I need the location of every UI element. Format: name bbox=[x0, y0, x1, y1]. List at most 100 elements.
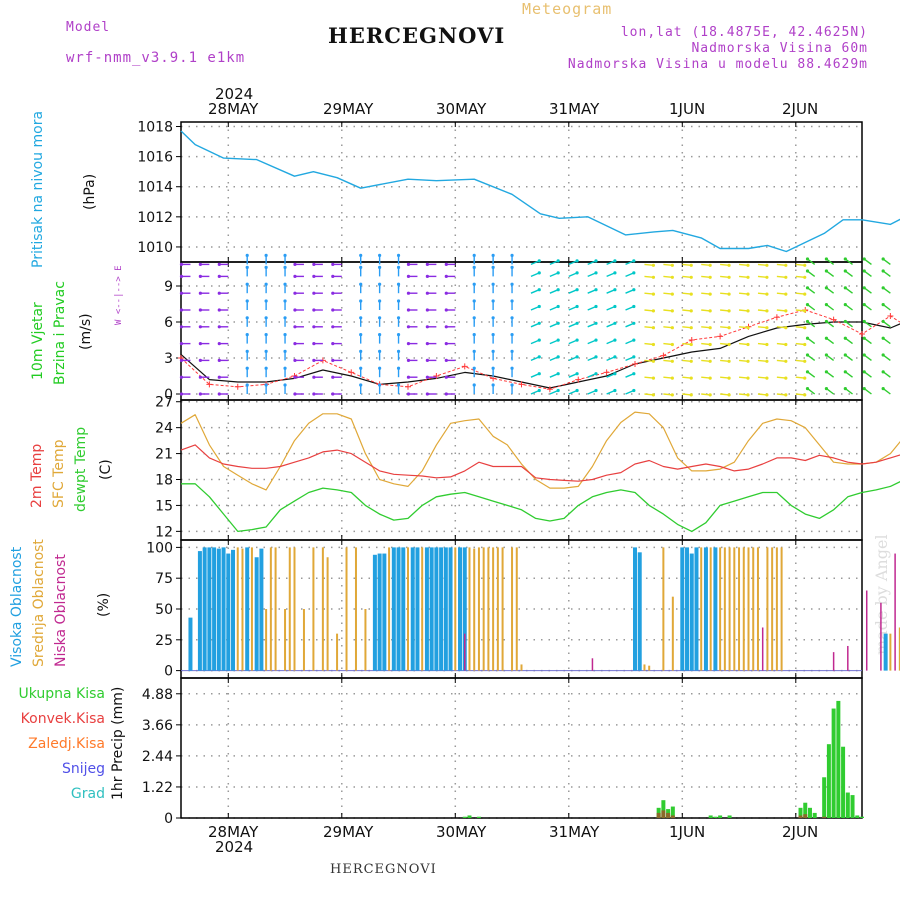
wind-arrow-head bbox=[805, 353, 810, 357]
y-tick-label: 25 bbox=[155, 633, 173, 649]
wind-arrow-head bbox=[217, 291, 221, 295]
precip-bar-0 bbox=[836, 700, 841, 818]
wind-arrow-head bbox=[378, 299, 382, 303]
cloud-bar-2 bbox=[894, 553, 896, 671]
wind-arrow-head bbox=[396, 282, 401, 286]
wind-arrow-head bbox=[491, 282, 495, 286]
wind-arrow-head bbox=[312, 291, 316, 295]
wind-arrow-head bbox=[881, 370, 885, 374]
cloud-bar-1 bbox=[742, 547, 745, 671]
wind-arrow-head bbox=[293, 325, 297, 329]
precip-bar-0 bbox=[845, 792, 850, 818]
precip-bar-1 bbox=[656, 812, 661, 818]
wind-arrow-head bbox=[843, 269, 847, 273]
precip-bar-0 bbox=[656, 807, 661, 818]
precip-bar-1 bbox=[670, 815, 675, 818]
cloud-bar-2 bbox=[880, 602, 882, 671]
wind-arrow-head bbox=[575, 288, 579, 292]
wind-arrow-head bbox=[843, 370, 847, 374]
wind-arrow-head bbox=[556, 288, 560, 292]
elevation-label: Nadmorska Visina 60m bbox=[691, 41, 868, 56]
wind-arrow-head bbox=[245, 299, 249, 303]
wind-arrow-head bbox=[651, 342, 656, 347]
wind-arrow-head bbox=[179, 291, 184, 295]
year-label-top: 2024 bbox=[215, 85, 254, 103]
wind-arrow-head bbox=[651, 393, 656, 397]
cloud-bar-0 bbox=[401, 547, 406, 671]
wind-arrow-head bbox=[862, 319, 866, 324]
wind-arrow-head bbox=[805, 319, 810, 324]
wind-arrow-head bbox=[359, 349, 363, 353]
wind-arrow-head bbox=[406, 358, 411, 362]
wind-arrow-head bbox=[784, 376, 788, 380]
wind-arrow-head bbox=[803, 342, 807, 347]
wind-arrow-head bbox=[689, 292, 693, 296]
y-tick-label: 3.66 bbox=[142, 718, 173, 734]
legend-frozen-precip: Zaledj.Kisa bbox=[28, 736, 105, 752]
wind-arrow-head bbox=[510, 265, 514, 269]
wind-arrow-head bbox=[217, 342, 221, 346]
wind-arrow-head bbox=[805, 257, 810, 261]
wind-arrow-head bbox=[689, 359, 693, 363]
cloud-bar-1 bbox=[662, 547, 665, 671]
wind-arrow-head bbox=[575, 355, 579, 359]
wind-arrow-head bbox=[331, 274, 335, 278]
cloud-bar-1 bbox=[288, 547, 291, 671]
wind-arrow-head bbox=[784, 292, 788, 296]
cloud-bar-1 bbox=[492, 547, 495, 671]
wind-arrow-head bbox=[312, 262, 316, 266]
cloud-bar-1 bbox=[723, 547, 726, 671]
wind-arrow-head bbox=[283, 349, 287, 353]
wind-arrow-head bbox=[765, 359, 769, 363]
wind-max-marker bbox=[773, 314, 780, 321]
wind-arrow-head bbox=[179, 308, 184, 312]
date-bottom-2: 30MAY bbox=[436, 823, 487, 841]
wind-arrow-head bbox=[293, 392, 297, 396]
y-tick-label: 15 bbox=[155, 498, 173, 514]
wind-arrow-head bbox=[613, 271, 617, 275]
precip-bar-0 bbox=[713, 816, 718, 818]
wind-arrow-head bbox=[556, 338, 560, 342]
wind-arrow-head bbox=[651, 275, 656, 279]
wind-arrow-head bbox=[293, 375, 297, 379]
wind-arrow-head bbox=[396, 349, 401, 353]
y-tick-label: 1.22 bbox=[142, 780, 173, 796]
wind-arrow-head bbox=[245, 349, 249, 353]
precip-bar-0 bbox=[831, 708, 836, 818]
wind-arrow-head bbox=[217, 325, 221, 329]
wind-arrow-head bbox=[651, 292, 656, 296]
wind-arrow-head bbox=[881, 257, 885, 261]
wind-arrow-head bbox=[784, 342, 788, 347]
wind-arrow-head bbox=[575, 338, 579, 342]
cloud-bar-1 bbox=[265, 609, 268, 671]
precip-bar-0 bbox=[467, 815, 472, 818]
wind-arrow-head bbox=[632, 271, 636, 275]
wind-arrow-head bbox=[472, 265, 476, 269]
cloud-bar-0 bbox=[202, 547, 207, 671]
wind-arrow-head bbox=[179, 274, 184, 278]
wind-arrow-head bbox=[708, 292, 712, 296]
wind-arrow-head bbox=[331, 308, 335, 312]
y-tick-label: 24 bbox=[155, 421, 173, 437]
wind-arrow-head bbox=[217, 358, 221, 362]
wind-arrow-head bbox=[862, 269, 866, 273]
cloud-bar-0 bbox=[254, 557, 259, 671]
wind-arrow-head bbox=[594, 304, 598, 309]
wind-arrow-head bbox=[378, 282, 382, 286]
wind-arrow-head bbox=[293, 262, 297, 266]
wind-arrow-head bbox=[670, 393, 674, 397]
wind-arrow-head bbox=[491, 349, 495, 353]
y-tick-label: 1016 bbox=[137, 150, 173, 166]
wind-arrow-head bbox=[765, 376, 769, 380]
precip-bar-0 bbox=[476, 816, 481, 818]
wind-arrow-head bbox=[632, 321, 636, 325]
wind-arrow-head bbox=[179, 325, 184, 329]
wind-arrow-head bbox=[824, 336, 829, 340]
cloud-bar-1 bbox=[898, 627, 900, 671]
cloud-bar-0 bbox=[188, 617, 193, 671]
wind-arrow-head bbox=[472, 333, 476, 337]
cloud-bar-1 bbox=[364, 609, 367, 671]
wind-arrow-head bbox=[491, 265, 495, 269]
cloud-bar-1 bbox=[293, 547, 296, 671]
wind-arrow-head bbox=[843, 387, 847, 391]
